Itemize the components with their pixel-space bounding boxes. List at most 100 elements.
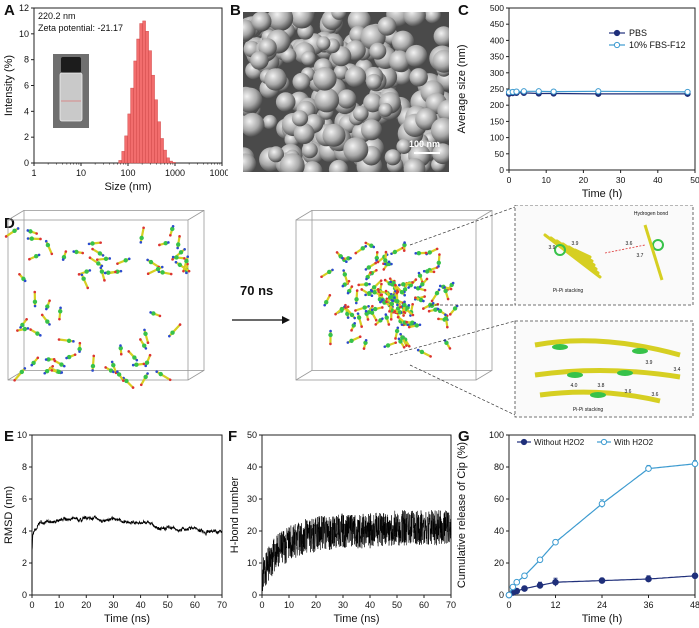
nanoparticle — [345, 66, 367, 88]
histogram-bar — [127, 113, 131, 164]
oxygen-atom — [382, 268, 386, 271]
aromatic-ring — [90, 241, 95, 246]
nanoparticle — [405, 44, 428, 68]
aromatic-ring — [151, 311, 156, 316]
nitrogen-atom — [60, 371, 64, 374]
aromatic-ring — [45, 304, 50, 309]
nitrogen-atom — [144, 347, 148, 350]
panel-label-a: A — [4, 2, 15, 19]
nitrogen-atom — [444, 313, 447, 317]
oxygen-atom — [39, 237, 42, 241]
y-tick-label: 150 — [490, 116, 504, 126]
molecule-chain — [139, 226, 145, 244]
aromatic-ring — [56, 369, 61, 375]
scale-bar — [414, 152, 440, 154]
histogram-bar — [148, 50, 152, 164]
x-axis-label: Size (nm) — [104, 181, 151, 193]
oxygen-atom — [366, 318, 370, 321]
nitrogen-atom — [61, 258, 65, 261]
hbond-trace — [261, 510, 452, 594]
y-tick-label: 50 — [247, 430, 257, 440]
pipi-label: Pi-Pi stacking — [553, 288, 584, 294]
nitrogen-atom — [72, 340, 75, 343]
y-axis-label: H-bond number — [229, 476, 241, 553]
oxygen-atom — [358, 335, 362, 339]
oxygen-atom — [169, 234, 172, 237]
x-tick-label: 12 — [550, 600, 560, 610]
x-tick-label: 70 — [446, 600, 456, 610]
aromatic-ring — [452, 306, 458, 311]
y-tick-label: 12 — [19, 3, 29, 13]
oxygen-atom — [446, 325, 449, 329]
oxygen-atom — [424, 251, 428, 255]
oxygen-atom — [178, 235, 181, 238]
distance-label: 3.6 — [652, 392, 659, 398]
oxygen-atom — [146, 341, 150, 345]
nanoparticle — [292, 72, 311, 91]
oxygen-atom — [86, 286, 90, 290]
nitrogen-atom — [422, 269, 426, 273]
nitrogen-atom — [370, 308, 374, 312]
x-tick-label: 10 — [541, 175, 551, 185]
aromatic-ring — [419, 349, 425, 355]
box-back — [23, 210, 205, 371]
aromatic-ring — [356, 315, 362, 320]
oxygen-atom — [374, 318, 378, 322]
nanoparticle — [391, 30, 415, 53]
oxygen-atom — [64, 250, 68, 253]
aromatic-ring — [143, 374, 148, 380]
aromatic-ring — [170, 330, 175, 335]
data-point — [509, 583, 517, 591]
nanoparticle — [280, 47, 297, 64]
oxygen-atom — [448, 347, 452, 350]
box-back — [311, 210, 493, 371]
aromatic-ring — [349, 312, 355, 318]
oxygen-atom — [53, 359, 57, 363]
aromatic-ring — [66, 354, 72, 360]
oxygen-atom — [148, 353, 152, 357]
y-axis-label: Intensity (%) — [3, 55, 15, 116]
aromatic-ring — [155, 266, 161, 272]
y-tick-label: 4 — [24, 106, 29, 116]
nitrogen-atom — [381, 298, 384, 302]
nitrogen-atom — [372, 245, 376, 249]
nitrogen-atom — [416, 348, 420, 352]
aromatic-ring — [374, 255, 380, 261]
nitrogen-atom — [451, 281, 455, 285]
md-box-aggregated — [295, 210, 493, 381]
oxygen-atom — [411, 302, 414, 306]
nitrogen-atom — [379, 300, 382, 304]
oxygen-atom — [139, 338, 142, 341]
oxygen-atom — [354, 251, 358, 255]
nitrogen-atom — [160, 265, 164, 269]
y-tick-label: 0 — [252, 590, 257, 600]
nanoparticle — [267, 12, 294, 32]
aromatic-ring — [170, 226, 175, 232]
oxygen-atom — [430, 299, 434, 303]
oxygen-atom — [320, 275, 323, 279]
nitrogen-atom — [368, 282, 371, 286]
nanoparticle — [301, 51, 316, 66]
oxygen-atom — [405, 344, 408, 347]
histogram-bar — [142, 20, 146, 164]
nitrogen-atom — [407, 286, 410, 289]
x-tick-label: 0 — [506, 600, 511, 610]
aromatic-ring — [174, 255, 179, 260]
aromatic-ring — [360, 246, 365, 251]
y-tick-label: 40 — [247, 462, 257, 472]
nitrogen-atom — [331, 268, 334, 272]
data-point — [552, 578, 559, 586]
aromatic-ring — [61, 254, 67, 260]
nanoparticle — [293, 123, 315, 144]
nitrogen-atom — [144, 364, 147, 368]
x-tick-label: 0 — [259, 600, 264, 610]
oxygen-atom — [139, 383, 143, 387]
aromatic-ring — [632, 348, 648, 354]
aromatic-ring — [345, 311, 350, 317]
oxygen-atom — [407, 325, 411, 329]
nanoparticle — [313, 67, 337, 91]
oxygen-atom — [387, 323, 391, 326]
nanoparticle — [369, 42, 387, 60]
oxygen-atom — [379, 279, 383, 282]
aromatic-ring — [22, 326, 27, 332]
